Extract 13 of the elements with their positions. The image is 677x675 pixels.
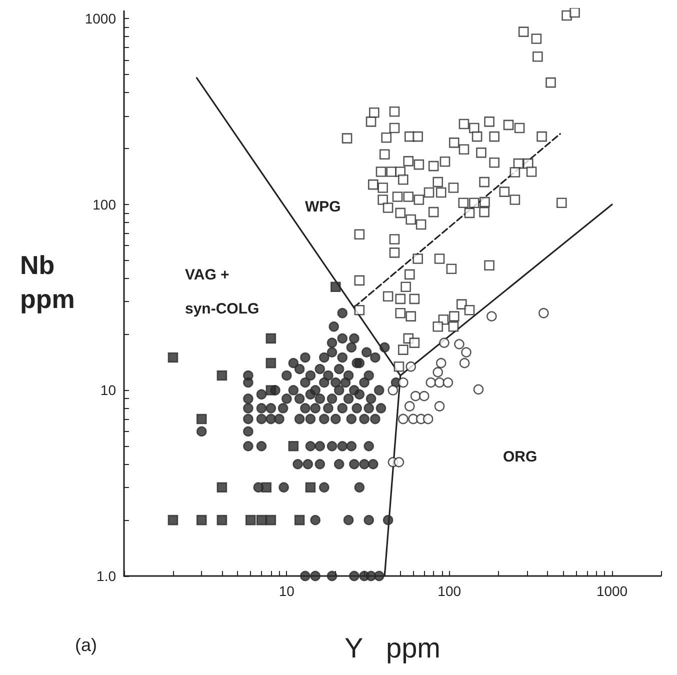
annotation: VAG + syn-COLG	[185, 266, 260, 318]
x-axis-title: Y ppm	[344, 632, 440, 664]
y-axis-title: Nb ppm	[20, 250, 75, 314]
x-tick-label: 1000	[596, 583, 628, 599]
text: (a)	[75, 635, 97, 655]
y-tick-label: 1000	[84, 10, 116, 27]
y-tick-label: 1.0	[96, 568, 116, 584]
x-tick-label: 10	[278, 583, 295, 599]
annotation: ORG	[503, 448, 538, 466]
y-tick-label: 10	[100, 382, 116, 398]
annotation: WPG	[305, 198, 341, 216]
y-tick-label: 100	[92, 196, 116, 212]
x-tick-label: 100	[438, 583, 462, 599]
